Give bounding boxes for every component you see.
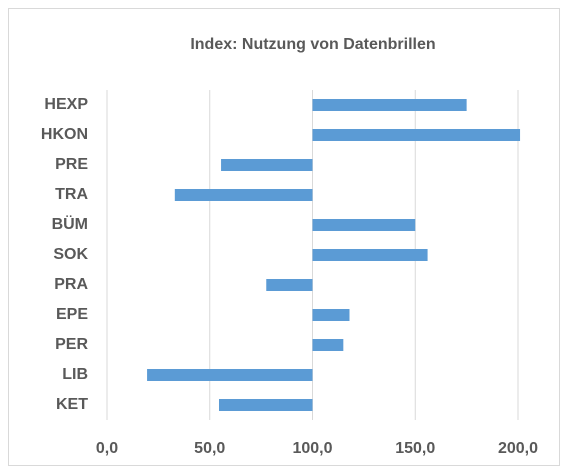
bar xyxy=(221,159,313,171)
y-tick-label: KET xyxy=(56,396,88,413)
bar xyxy=(218,399,313,411)
y-tick-label: EPE xyxy=(56,306,88,323)
x-tick-label: 100,0 xyxy=(292,440,332,457)
x-tick-label: 50,0 xyxy=(194,440,225,457)
bar xyxy=(312,219,416,231)
x-tick-label: 150,0 xyxy=(395,440,435,457)
x-tick-label: 0,0 xyxy=(96,440,118,457)
bar xyxy=(312,249,428,261)
bar xyxy=(312,339,344,351)
y-tick-label: TRA xyxy=(55,186,88,203)
y-tick-label: SOK xyxy=(53,246,88,263)
bar xyxy=(147,369,313,381)
chart-title: Index: Nutzung von Datenbrillen xyxy=(190,36,435,53)
bar xyxy=(312,129,521,141)
x-tick-label: 200,0 xyxy=(498,440,538,457)
chart-border xyxy=(8,8,560,466)
bar xyxy=(312,99,467,111)
y-tick-label: BÜM xyxy=(52,214,88,233)
y-tick-label: LIB xyxy=(62,366,88,383)
bar xyxy=(266,279,313,291)
y-tick-label: PRE xyxy=(55,156,88,173)
bar xyxy=(174,189,313,201)
y-tick-label: HEXP xyxy=(44,96,88,113)
y-tick-label: PER xyxy=(55,336,88,353)
bar xyxy=(312,309,350,321)
y-tick-label: PRA xyxy=(54,276,88,293)
y-tick-label: HKON xyxy=(41,126,88,143)
